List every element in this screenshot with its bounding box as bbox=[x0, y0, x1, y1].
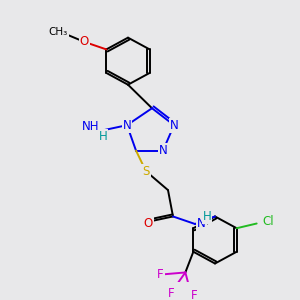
Text: CH₃: CH₃ bbox=[49, 28, 68, 38]
Text: F: F bbox=[168, 287, 175, 300]
Text: F: F bbox=[191, 290, 198, 300]
Text: NH: NH bbox=[82, 120, 99, 133]
Text: N: N bbox=[159, 144, 167, 157]
Text: S: S bbox=[142, 165, 150, 178]
Text: N: N bbox=[123, 119, 131, 132]
Text: N: N bbox=[169, 119, 178, 132]
Text: H: H bbox=[202, 210, 211, 223]
Text: F: F bbox=[157, 268, 164, 281]
Text: N: N bbox=[197, 218, 206, 230]
Text: O: O bbox=[143, 217, 153, 230]
Text: Cl: Cl bbox=[263, 215, 274, 228]
Text: O: O bbox=[80, 35, 89, 48]
Text: H: H bbox=[99, 130, 107, 143]
